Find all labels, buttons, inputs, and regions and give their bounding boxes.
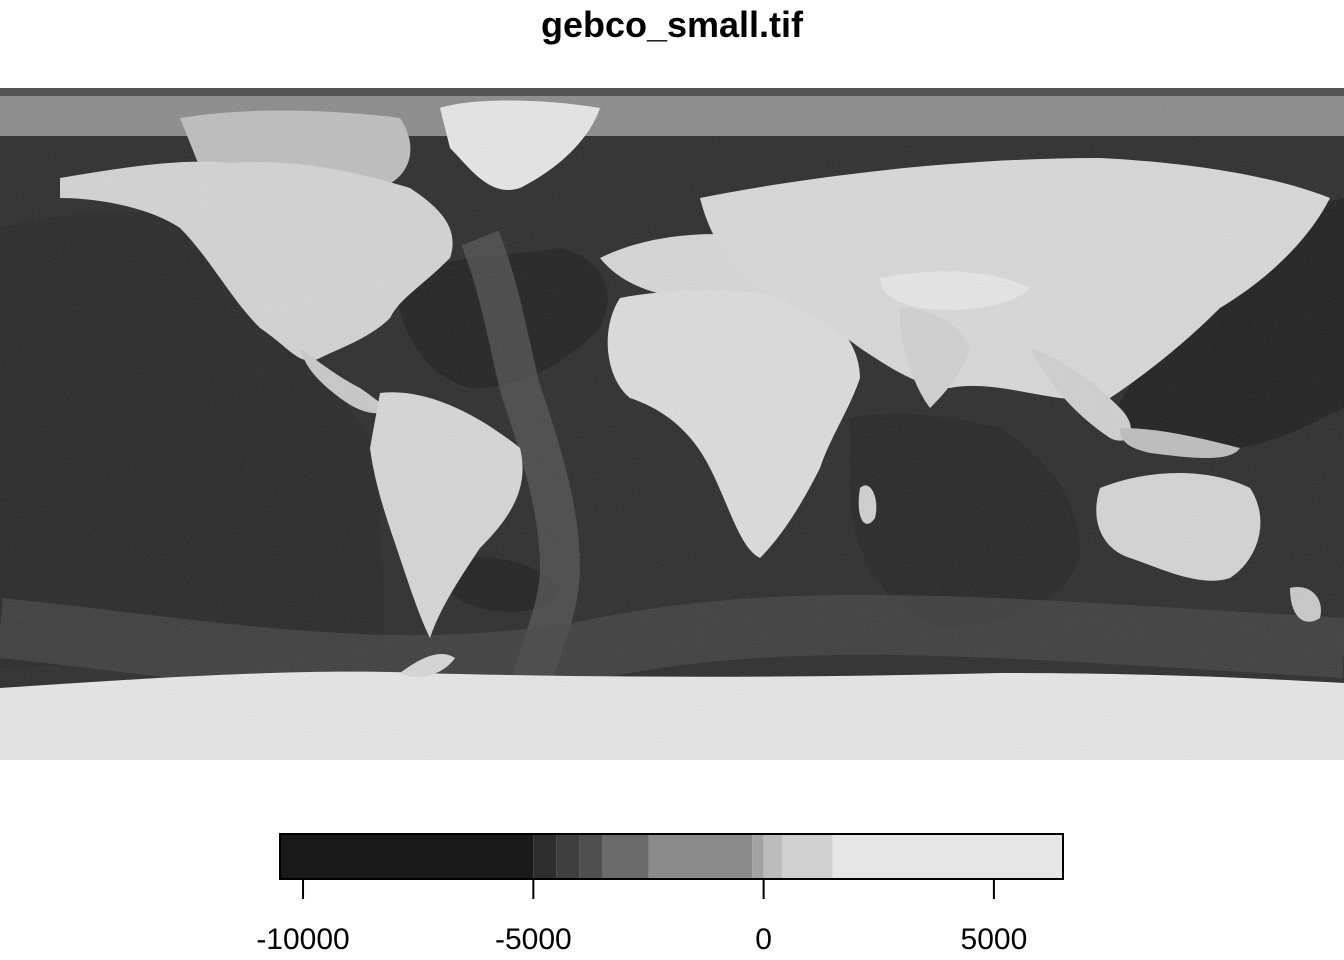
legend-tick-label-0: -10000 — [256, 923, 349, 956]
legend-frame — [279, 833, 1064, 880]
legend-class-6 — [752, 834, 764, 879]
legend-class-2 — [556, 834, 580, 879]
raster-texture — [0, 88, 1344, 760]
map-title: gebco_small.tif — [540, 4, 804, 45]
legend-tick-label-3: 5000 — [961, 923, 1028, 956]
colour-legend: -10000 -5000 0 5000 — [256, 833, 1064, 956]
legend-class-0 — [280, 834, 534, 879]
legend-ticks: -10000 -5000 0 5000 — [256, 879, 1027, 956]
legend-tick-label-1: -5000 — [495, 923, 572, 956]
legend-bar — [280, 834, 1063, 879]
legend-class-8 — [782, 834, 833, 879]
legend-class-9 — [832, 834, 1063, 879]
legend-class-4 — [602, 834, 649, 879]
bathymetry-raster — [0, 88, 1344, 760]
legend-class-7 — [763, 834, 783, 879]
legend-class-1 — [533, 834, 557, 879]
legend-class-3 — [579, 834, 603, 879]
legend-class-5 — [648, 834, 753, 879]
legend-tick-label-2: 0 — [755, 923, 772, 956]
